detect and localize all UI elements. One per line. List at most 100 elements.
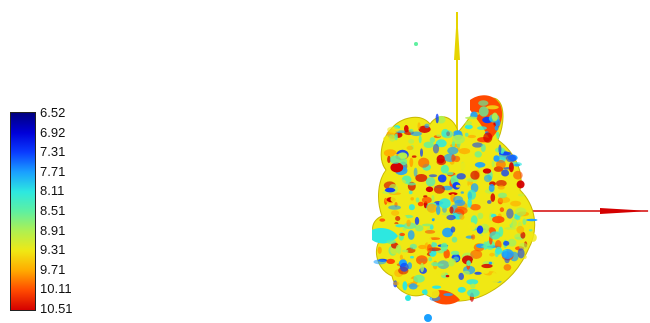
isosurface-speckle bbox=[522, 218, 527, 225]
isosurface-speckle bbox=[421, 223, 434, 227]
colorbar-tick-label: 6.92 bbox=[40, 124, 66, 140]
isosurface-speckle bbox=[528, 229, 533, 232]
isosurface-speckle bbox=[481, 263, 493, 269]
isosurface-speckle bbox=[434, 218, 439, 224]
isosurface-speckle bbox=[517, 248, 525, 259]
isosurface-speckle bbox=[410, 255, 414, 259]
isosurface-speckle bbox=[495, 159, 506, 169]
isosurface-texture bbox=[373, 100, 538, 302]
isosurface-speckle bbox=[481, 150, 487, 161]
isosurface-speckle bbox=[495, 240, 502, 250]
isosurface-speckle bbox=[424, 123, 430, 129]
isosurface-speckle bbox=[427, 237, 433, 246]
isosurface-speckle bbox=[431, 195, 435, 202]
isosurface-speckle bbox=[476, 225, 484, 234]
isosurface-speckle bbox=[447, 146, 459, 155]
isosurface-speckle bbox=[409, 128, 414, 133]
isosurface-speckle bbox=[488, 273, 501, 284]
isosurface-speckle bbox=[439, 198, 451, 209]
isosurface-speckle bbox=[515, 207, 527, 216]
isosurface-speckle bbox=[425, 186, 434, 193]
isosurface-speckle bbox=[442, 227, 453, 238]
isosurface-speckle bbox=[474, 271, 482, 275]
isosurface-speckle bbox=[441, 130, 454, 139]
isosurface-speckle bbox=[423, 289, 428, 296]
isosurface-speckle bbox=[413, 167, 418, 177]
isosurface-speckle bbox=[453, 130, 462, 135]
isosurface-speckle bbox=[418, 157, 430, 168]
isosurface-speckle bbox=[529, 233, 537, 242]
isosurface-speckle bbox=[483, 241, 488, 250]
isosurface-speckle bbox=[395, 244, 401, 254]
vertical-axis-arrowhead bbox=[454, 12, 460, 60]
isosurface-speckle bbox=[494, 249, 499, 258]
isosurface-speckle bbox=[402, 249, 409, 253]
isosurface-speckle bbox=[437, 174, 447, 183]
isosurface-speckle bbox=[474, 151, 482, 158]
isosurface-speckle bbox=[409, 243, 417, 250]
isosurface-speckle bbox=[491, 160, 495, 167]
isosurface-speckle bbox=[470, 283, 476, 289]
isosurface-speckle bbox=[465, 116, 478, 120]
isosurface-speckle bbox=[460, 191, 464, 194]
isosurface-speckle bbox=[379, 218, 386, 222]
horizontal-axis-arrowhead bbox=[600, 208, 650, 214]
isosurface-speckle bbox=[406, 219, 411, 227]
isosurface-speckle bbox=[470, 204, 481, 211]
isosurface-speckle bbox=[506, 208, 514, 219]
isosurface-speckle bbox=[488, 261, 493, 265]
isosurface-speckle bbox=[440, 164, 449, 174]
isosurface-speckle bbox=[464, 132, 469, 137]
isosurface-speckle bbox=[516, 225, 525, 234]
isosurface-speckle bbox=[408, 190, 413, 195]
isosurface-speckle bbox=[490, 193, 496, 202]
isosurface-speckle bbox=[472, 142, 483, 148]
isosurface-speckle bbox=[489, 252, 495, 257]
isosurface-speckle bbox=[497, 185, 505, 190]
isosurface-speckle bbox=[420, 148, 423, 157]
isosurface-speckle bbox=[498, 144, 502, 154]
isosurface-speckle bbox=[467, 134, 477, 139]
isosurface-speckle bbox=[446, 171, 454, 176]
isosurface-speckle bbox=[421, 196, 432, 204]
colorbar-tick-label: 9.71 bbox=[40, 261, 66, 277]
isosurface-speckle bbox=[492, 216, 505, 224]
isosurface-speckle bbox=[488, 184, 495, 192]
isosurface-speckle bbox=[373, 259, 387, 265]
colorbar-tick-label: 8.91 bbox=[40, 222, 66, 238]
isosurface-speckle bbox=[517, 193, 525, 197]
isosurface-speckle bbox=[480, 144, 486, 152]
isosurface-speckle bbox=[448, 192, 458, 196]
isosurface-speckle bbox=[413, 274, 425, 283]
isosurface-speckle bbox=[448, 259, 455, 267]
isosurface-speckle bbox=[467, 222, 476, 231]
colorbar-tick-label: 10.51 bbox=[40, 301, 73, 316]
isosurface-speckle bbox=[417, 201, 424, 207]
isosurface-speckle bbox=[470, 249, 483, 259]
isosurface-speckle bbox=[436, 134, 441, 137]
isosurface-speckle bbox=[414, 216, 420, 225]
isosurface-speckle bbox=[470, 170, 480, 180]
isosurface-speckle bbox=[504, 227, 517, 230]
colorbar-tick-label: 6.52 bbox=[40, 105, 66, 120]
isosurface-speckle bbox=[453, 195, 464, 204]
isosurface-speckle bbox=[384, 187, 396, 193]
isosurface-speckle bbox=[453, 155, 461, 163]
isosurface-speckle bbox=[501, 169, 510, 177]
isosurface-speckle bbox=[420, 262, 425, 273]
isosurface-speckle bbox=[467, 289, 480, 297]
isosurface-speckle bbox=[465, 121, 472, 126]
isosurface-speckle bbox=[443, 293, 453, 297]
isosurface-speckle bbox=[429, 137, 436, 143]
isosurface-speckle bbox=[415, 225, 424, 232]
isosurface-speckle bbox=[386, 258, 396, 264]
isosurface-speckle bbox=[377, 246, 382, 254]
isosurface-speckle bbox=[436, 154, 445, 164]
isosurface-speckle bbox=[451, 236, 458, 243]
isosurface-speckle bbox=[417, 122, 421, 130]
isosurface-speckle bbox=[418, 244, 427, 250]
isosurface-speckle bbox=[458, 272, 465, 280]
isosurface-speckle bbox=[435, 269, 446, 276]
isosurface-speckle bbox=[453, 256, 460, 262]
